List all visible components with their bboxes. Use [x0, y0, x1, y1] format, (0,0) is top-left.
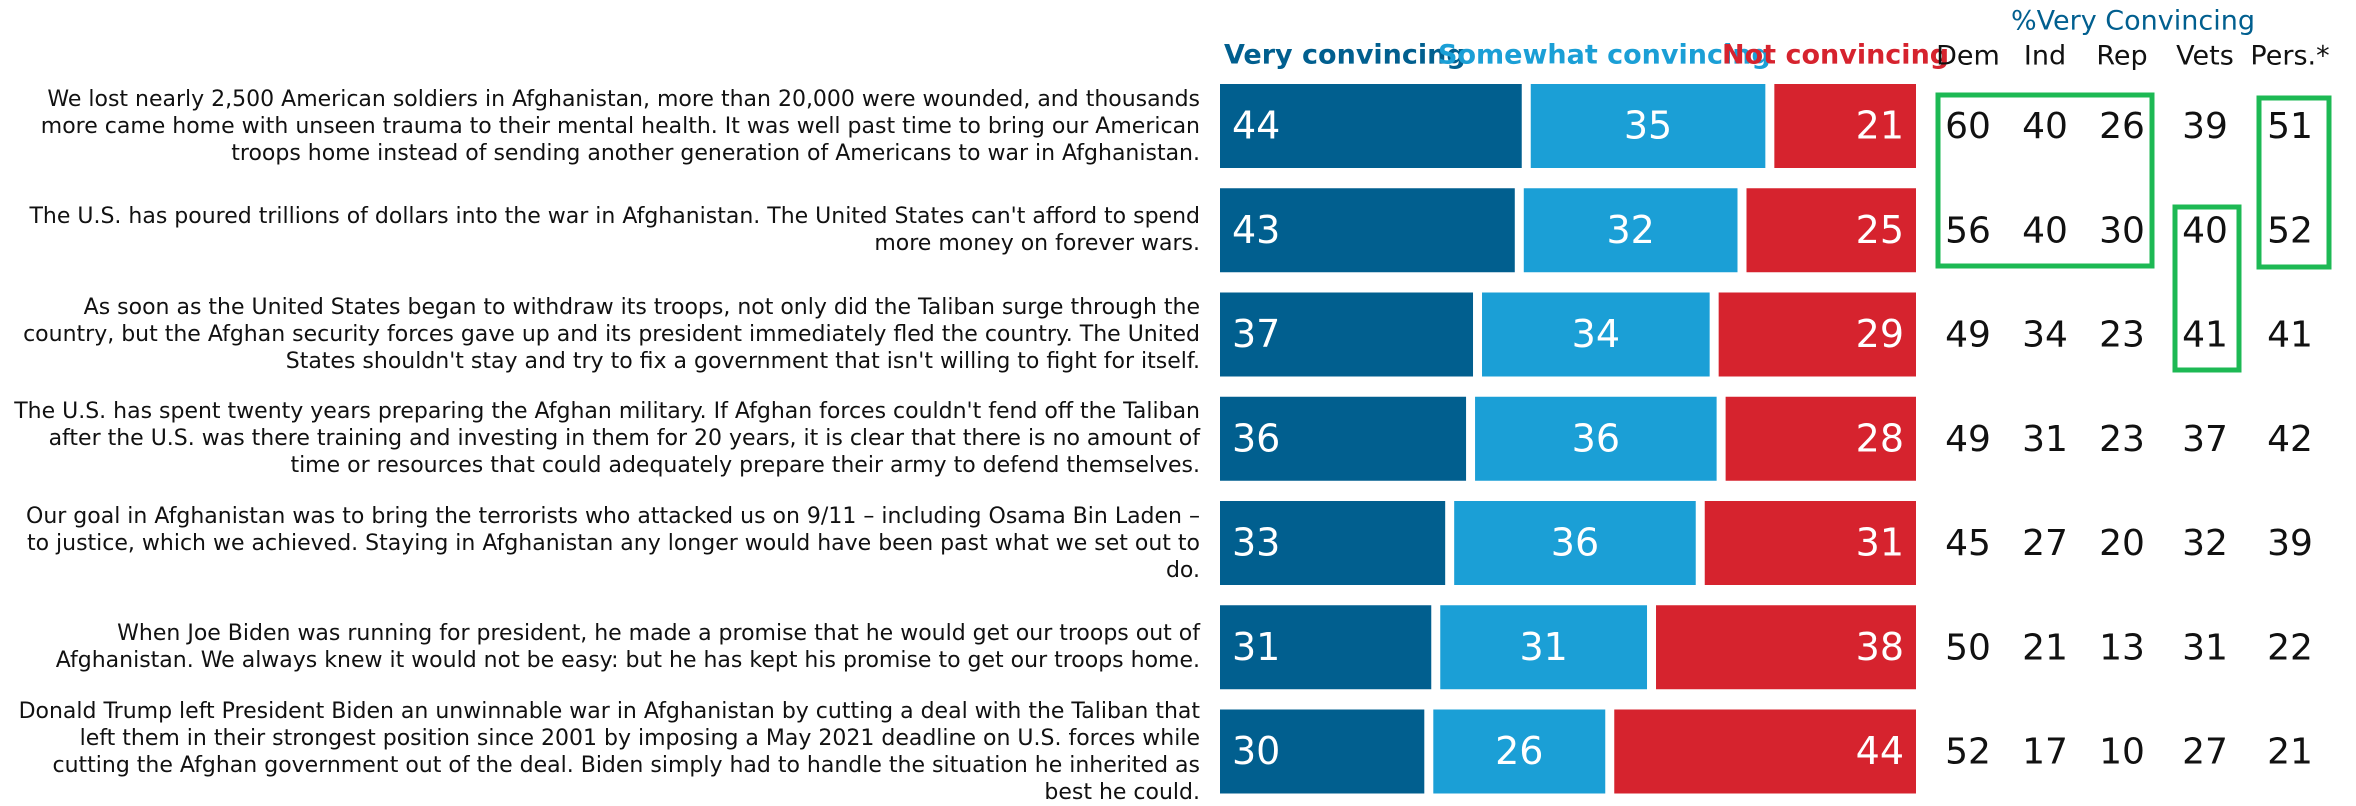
bar-label: 26 — [1495, 729, 1543, 773]
table-value: 31 — [2022, 419, 2068, 460]
table-value: 23 — [2099, 315, 2145, 356]
column-header: Rep — [2096, 41, 2147, 72]
table-value: 40 — [2182, 210, 2228, 251]
bar-segment — [1220, 292, 1474, 377]
bar-label: 28 — [1856, 416, 1904, 460]
table-value: 17 — [2022, 732, 2068, 773]
statement: The U.S. has spent twenty years preparin… — [14, 399, 1200, 479]
bar-label: 33 — [1232, 521, 1280, 565]
bar-label: 37 — [1232, 312, 1280, 356]
bar-label: 36 — [1572, 416, 1620, 460]
bar-segment — [1220, 396, 1467, 481]
bar-label: 25 — [1856, 208, 1904, 252]
statement: When Joe Biden was running for president… — [55, 621, 1200, 674]
bar-segment — [1220, 84, 1522, 168]
bar-segment — [1482, 292, 1710, 377]
bar-segment — [1475, 396, 1717, 481]
statement: As soon as the United States began to wi… — [23, 295, 1200, 374]
bar-label: 43 — [1232, 208, 1280, 252]
table-value: 40 — [2022, 106, 2068, 147]
bar-label: 44 — [1232, 104, 1280, 148]
table-value: 22 — [2267, 627, 2313, 668]
bar-label: 31 — [1856, 521, 1904, 565]
bar-label: 36 — [1551, 521, 1599, 565]
table-value: 50 — [1945, 627, 1991, 668]
column-header: Pers.* — [2250, 41, 2329, 72]
table-value: 42 — [2267, 419, 2313, 460]
table-value: 30 — [2099, 210, 2145, 251]
bar-segment — [1220, 188, 1515, 273]
table-value: 49 — [1945, 419, 1991, 460]
table-value: 13 — [2099, 627, 2145, 668]
table-value: 39 — [2182, 106, 2228, 147]
highlight-box — [1935, 92, 2155, 269]
table-value: 41 — [2182, 315, 2228, 356]
bar-segment — [1774, 84, 1916, 168]
bar-label: 29 — [1856, 312, 1904, 356]
bar-label: 31 — [1519, 625, 1567, 669]
bar-segment — [1523, 188, 1738, 273]
table-value: 23 — [2099, 419, 2145, 460]
bar-segment — [1530, 84, 1766, 168]
highlight-boxes — [1935, 92, 2332, 373]
table-value: 27 — [2182, 732, 2228, 773]
bar-segment — [1656, 605, 1916, 690]
bar-segment — [1440, 605, 1648, 690]
bar-label: 35 — [1624, 104, 1672, 148]
bar-label: 44 — [1856, 729, 1904, 773]
table-value: 49 — [1945, 315, 1991, 356]
statement: The U.S. has poured trillions of dollars… — [29, 204, 1200, 257]
bar-label: 30 — [1232, 729, 1280, 773]
table-value: 32 — [2182, 523, 2228, 564]
statement: Our goal in Afghanistan was to bring the… — [26, 503, 1200, 583]
bar-segment — [1433, 709, 1606, 794]
table-value: 34 — [2022, 315, 2068, 356]
table-value: 31 — [2182, 627, 2228, 668]
statement: We lost nearly 2,500 American soldiers i… — [40, 86, 1200, 166]
bar-segment — [1746, 188, 1916, 273]
table-value: 52 — [1945, 732, 1991, 773]
table-value: 20 — [2099, 523, 2145, 564]
bar-segment — [1220, 709, 1425, 794]
bar-segment — [1725, 396, 1916, 481]
table-value: 21 — [2267, 732, 2313, 773]
bar-label: 32 — [1606, 208, 1654, 252]
table-value: 26 — [2099, 106, 2145, 147]
bar-segment — [1718, 292, 1916, 377]
legend-label: Very convincing — [1224, 40, 1466, 71]
table-value: 40 — [2022, 210, 2068, 251]
bar-label: 34 — [1572, 312, 1620, 356]
bar-label: 38 — [1856, 625, 1904, 669]
highlight-box — [2172, 204, 2242, 373]
legend-label: Somewhat convincing — [1438, 40, 1771, 71]
column-header: Ind — [2024, 41, 2066, 72]
column-header: Dem — [1936, 41, 2000, 72]
bar-label: 21 — [1856, 104, 1904, 148]
table-value: 45 — [1945, 523, 1991, 564]
legend-label: Not convincing — [1722, 40, 1949, 71]
bar-label: 36 — [1232, 416, 1280, 460]
bar-segment — [1614, 709, 1916, 794]
table-title: %Very Convincing — [2011, 6, 2255, 37]
column-header: Vets — [2176, 41, 2234, 72]
table-value: 21 — [2022, 627, 2068, 668]
highlight-box — [2256, 95, 2332, 270]
bar-segment — [1220, 501, 1446, 585]
table-value: 41 — [2267, 315, 2313, 356]
bar-segment — [1704, 501, 1916, 585]
table-value: 56 — [1945, 210, 1991, 251]
table-value: 60 — [1945, 106, 1991, 147]
bar-label: 31 — [1232, 625, 1280, 669]
table-value: 52 — [2267, 210, 2313, 251]
bar-segment — [1454, 501, 1696, 585]
table-value: 10 — [2099, 732, 2145, 773]
statement: Donald Trump left President Biden an unw… — [18, 698, 1200, 805]
table-value: 37 — [2182, 419, 2228, 460]
table-value: 51 — [2267, 106, 2313, 147]
bar-segment — [1220, 605, 1432, 690]
table-value: 39 — [2267, 523, 2313, 564]
table-value: 27 — [2022, 523, 2068, 564]
